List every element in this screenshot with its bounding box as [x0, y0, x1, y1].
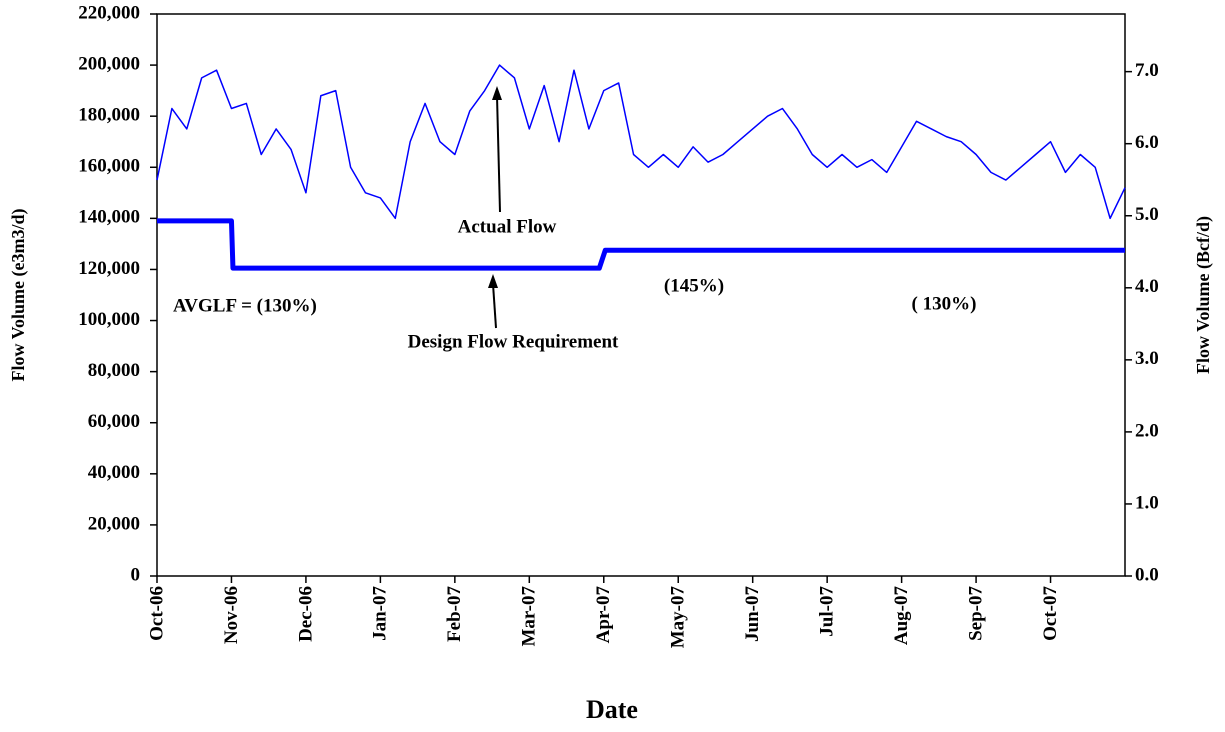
y-tick-label: 60,000	[88, 411, 140, 432]
annotation: Design Flow Requirement	[408, 331, 619, 352]
arrow	[496, 95, 501, 213]
x-tick-label: Apr-07	[593, 586, 614, 644]
x-axis-label: Date	[586, 695, 638, 724]
x-tick-label: Aug-07	[891, 586, 912, 646]
x-tick-label: Mar-07	[519, 586, 540, 647]
y-tick-label: 80,000	[88, 360, 140, 381]
y2-tick-label: 6.0	[1135, 132, 1159, 153]
y2-tick-label: 2.0	[1135, 420, 1159, 441]
x-tick-label: Sep-07	[965, 586, 986, 641]
y2-tick-label: 7.0	[1135, 60, 1159, 81]
y-tick-label: 220,000	[78, 2, 140, 23]
y-tick-label: 20,000	[88, 513, 140, 534]
y2-axis-label: Flow Volume (Bcf/d)	[1193, 216, 1214, 374]
x-tick-label: Oct-07	[1040, 586, 1061, 641]
x-tick-label: Nov-06	[221, 586, 242, 644]
annotation: (145%)	[664, 275, 724, 296]
plot-frame	[156, 13, 1126, 577]
x-tick-label: Jun-07	[742, 586, 763, 642]
y-tick-label: 100,000	[78, 309, 140, 330]
y2-tick-label: 3.0	[1135, 348, 1159, 369]
y-tick-label: 200,000	[78, 53, 140, 74]
arrowhead	[488, 274, 498, 288]
y-axis-label: Flow Volume (e3m3/d)	[8, 208, 29, 381]
y2-tick-label: 5.0	[1135, 204, 1159, 225]
y2-tick-label: 4.0	[1135, 276, 1159, 297]
arrow	[492, 283, 497, 329]
x-tick-label: Dec-06	[295, 586, 316, 642]
y-tick-label: 140,000	[78, 207, 140, 228]
annotation: ( 130%)	[912, 293, 977, 314]
arrowhead	[492, 86, 502, 100]
y-tick-label: 40,000	[88, 462, 140, 483]
x-tick-label: Jul-07	[817, 586, 838, 637]
y-tick-label: 120,000	[78, 258, 140, 279]
y-tick-label: 160,000	[78, 156, 140, 177]
x-tick-label: Oct-06	[146, 586, 167, 641]
y2-tick-label: 0.0	[1135, 564, 1159, 585]
x-tick-label: May-07	[668, 586, 689, 649]
annotation: Actual Flow	[458, 216, 557, 237]
annotation: AVGLF = (130%)	[173, 295, 317, 316]
series-line	[156, 64, 1126, 220]
x-tick-label: Jan-07	[370, 586, 391, 641]
y-tick-label: 180,000	[78, 105, 140, 126]
series-line	[157, 218, 1125, 271]
y2-tick-label: 1.0	[1135, 492, 1159, 513]
y-tick-label: 0	[131, 564, 141, 585]
x-tick-label: Feb-07	[444, 586, 465, 642]
